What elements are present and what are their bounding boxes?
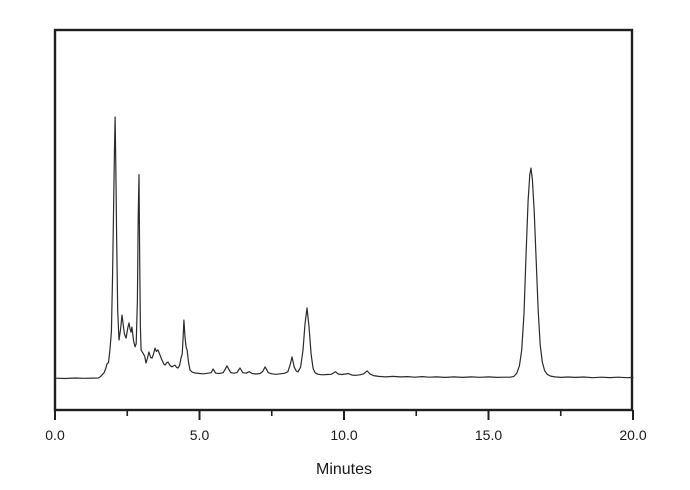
plot-border — [53, 28, 634, 412]
x-axis-minor-ticks — [126, 410, 562, 416]
x-tick-label-0.0: 0.0 — [45, 427, 65, 443]
x-axis-tick-labels: 0.0 5.0 10.0 15.0 20.0 — [45, 427, 647, 443]
x-tick-label-5.0: 5.0 — [190, 427, 210, 443]
chromatogram-trace — [54, 116, 634, 380]
x-tick-label-15.0: 15.0 — [475, 427, 502, 443]
x-tick-label-10.0: 10.0 — [330, 427, 357, 443]
x-axis-major-ticks — [54, 410, 634, 420]
x-tick-label-20.0: 20.0 — [619, 427, 646, 443]
x-axis-title: Minutes — [316, 461, 372, 478]
